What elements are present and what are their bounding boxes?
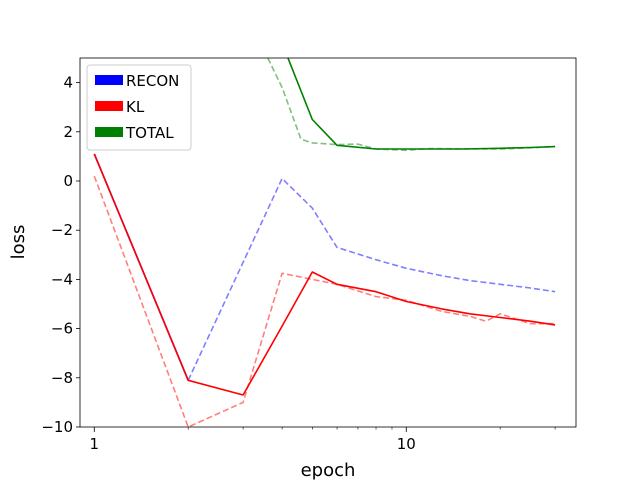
series-line-recon-dashed [187,177,556,381]
legend-label-recon: RECON [126,72,179,90]
y-tick-label: 0 [63,172,73,190]
plot-lines [93,58,556,427]
y-axis-label: loss [8,225,29,260]
y-tick-label: −6 [51,320,73,338]
legend: RECON KL TOTAL [86,64,192,151]
y-tick-label: −10 [41,418,73,436]
y-tick-label: −8 [51,369,73,387]
legend-swatch-total [95,127,123,137]
axis-ticks: −10 −8 −6 −4 −2 0 2 4 1 10 [41,74,556,453]
x-tick-label: 1 [90,435,100,453]
series-line-total-dashed [267,58,556,152]
y-tick-label: −4 [51,270,73,288]
plot-frame [79,57,577,428]
legend-swatch-recon [95,75,123,85]
legend-label-kl: KL [126,98,145,116]
legend-label-total: TOTAL [125,124,174,142]
y-tick-label: 4 [63,74,73,92]
series-line-kl-solid [93,153,556,396]
y-tick-label: −2 [51,221,73,239]
series-line-kl-dashed [93,175,556,427]
legend-swatch-kl [95,101,123,111]
x-tick-label: 10 [397,435,416,453]
y-tick-label: 2 [63,123,73,141]
x-axis-label: epoch [301,460,356,480]
